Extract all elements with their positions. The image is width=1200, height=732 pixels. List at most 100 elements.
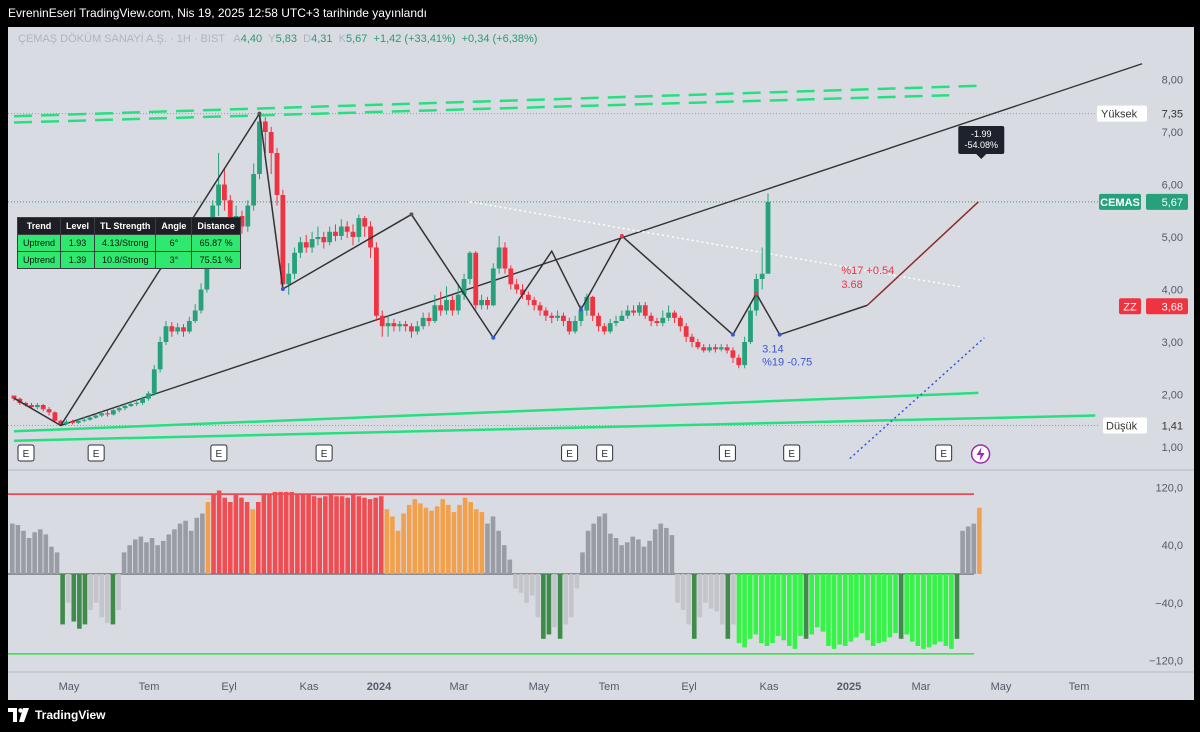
- oscillator-bar: [742, 574, 747, 648]
- earnings-event-label: E: [601, 449, 608, 460]
- oscillator-bar: [395, 530, 401, 574]
- candle: [116, 408, 122, 411]
- high-label-box: [1097, 105, 1147, 122]
- chart-canvas[interactable]: E E E E E E E E E 8,00 7,00 6,00 5,00 4,00 3,00 2,00 1,…: [8, 27, 1194, 700]
- oscillator-bar: [328, 494, 334, 574]
- oscillator-bar: [569, 574, 574, 618]
- oscillator-bar: [703, 574, 708, 603]
- candle: [315, 237, 321, 240]
- oscillator-bar: [110, 574, 116, 625]
- candle: [169, 326, 175, 332]
- candle: [362, 218, 368, 227]
- oscillator-bar: [289, 491, 295, 574]
- oscillator-bar: [468, 502, 473, 574]
- swing-point: [777, 332, 782, 337]
- oscillator-bar: [200, 513, 205, 574]
- oscillator-bar: [300, 494, 306, 574]
- candle: [502, 247, 508, 269]
- zigzag-red-label-2: 3.68: [841, 279, 862, 291]
- symbol-name[interactable]: ÇEMAŞ DÖKÜM SANAYİ A.Ş. · 1H · BIST: [18, 33, 225, 45]
- oscillator-bar: [255, 502, 261, 574]
- oscillator-tick-label: −120,0: [1149, 655, 1183, 667]
- swing-point: [491, 335, 496, 340]
- candle: [204, 258, 210, 290]
- earnings-event-marker: [718, 444, 736, 462]
- candle: [531, 300, 537, 306]
- candle: [525, 294, 531, 300]
- oscillator-bar: [686, 574, 691, 625]
- candle: [707, 347, 712, 351]
- oscillator-bar: [10, 523, 15, 574]
- oscillator-bar: [473, 509, 479, 574]
- oscillator-bar: [708, 574, 714, 609]
- table-cell: 10.8/Strong: [94, 251, 157, 269]
- zigzag-red-label-1: %17 +0.54: [841, 265, 894, 277]
- earnings-event-marker: [87, 444, 105, 462]
- candle: [298, 242, 303, 253]
- oscillator-bar: [121, 552, 127, 574]
- oscillator-bar: [909, 574, 915, 642]
- oscillator-bar: [166, 534, 172, 574]
- oscillator-bar: [546, 574, 552, 635]
- price-tick-label: 3,00: [1162, 337, 1183, 349]
- candle: [34, 405, 40, 408]
- oscillator-bar: [222, 497, 228, 574]
- tradingview-logo[interactable]: TradingView: [8, 708, 105, 722]
- ticker-label-box: [1099, 193, 1141, 210]
- oscillator-bar: [898, 574, 904, 639]
- candle: [596, 315, 601, 327]
- candle: [333, 231, 338, 236]
- time-tick-label: Eyl: [681, 681, 696, 693]
- price-tick-label: 6,00: [1162, 180, 1183, 192]
- candle: [186, 321, 192, 332]
- chart-frame[interactable]: E E E E E E E E E 8,00 7,00 6,00 5,00 4,00 3,00 2,00 1,…: [8, 27, 1194, 700]
- oscillator-bar: [613, 538, 619, 574]
- candle: [70, 421, 75, 423]
- oscillator-bar: [541, 574, 546, 639]
- candle: [146, 393, 151, 399]
- earnings-event-label: E: [216, 449, 223, 460]
- oscillator-bar: [233, 493, 239, 574]
- candle: [409, 326, 414, 332]
- swing-point: [409, 212, 414, 217]
- oscillator-bar: [323, 496, 328, 574]
- candle: [584, 296, 590, 311]
- earnings-event-label: E: [566, 449, 573, 460]
- candle: [625, 310, 631, 316]
- time-tick-label: Kas: [300, 681, 319, 693]
- candle: [368, 226, 373, 248]
- oscillator-bar: [759, 574, 764, 644]
- oscillator-bar: [496, 530, 501, 574]
- oscillator-bar: [216, 490, 222, 574]
- oscillator-bar: [88, 574, 93, 610]
- support-line: [13, 391, 979, 433]
- trendline-table: Trend Level TL Strength Angle Distance U…: [16, 217, 241, 269]
- top-bar: EvreninEseri TradingView.com, Nis 19, 20…: [0, 0, 1200, 27]
- oscillator-bar: [440, 499, 446, 574]
- candle: [613, 321, 619, 324]
- table-row: Uptrend 1.93 4.13/Strong 6° 65.87 %: [16, 234, 241, 252]
- candle: [105, 413, 110, 415]
- high-value: 5,83: [275, 33, 298, 45]
- oscillator-bar: [429, 510, 434, 574]
- oscillator-bar: [658, 523, 664, 574]
- change-value: +1,42 (+33,41%): [373, 33, 456, 45]
- oscillator-bar: [775, 574, 781, 636]
- candle: [461, 279, 467, 295]
- lightning-bolt-icon: [976, 447, 985, 461]
- candle: [648, 315, 654, 321]
- resistance-dotted-line: [469, 201, 962, 288]
- candle: [514, 284, 520, 290]
- oscillator-bar: [837, 574, 842, 645]
- oscillator-bar: [803, 574, 809, 639]
- candle: [449, 300, 455, 311]
- oscillator-bar: [339, 496, 345, 574]
- candle: [338, 226, 344, 236]
- oscillator-bar: [529, 574, 535, 596]
- candle: [110, 410, 116, 415]
- high-label: Y: [268, 33, 276, 45]
- change-value-2: +0,34 (+6,38%): [461, 33, 538, 45]
- candle: [537, 305, 543, 311]
- oscillator-bar: [418, 503, 423, 574]
- oscillator-bar: [770, 574, 775, 644]
